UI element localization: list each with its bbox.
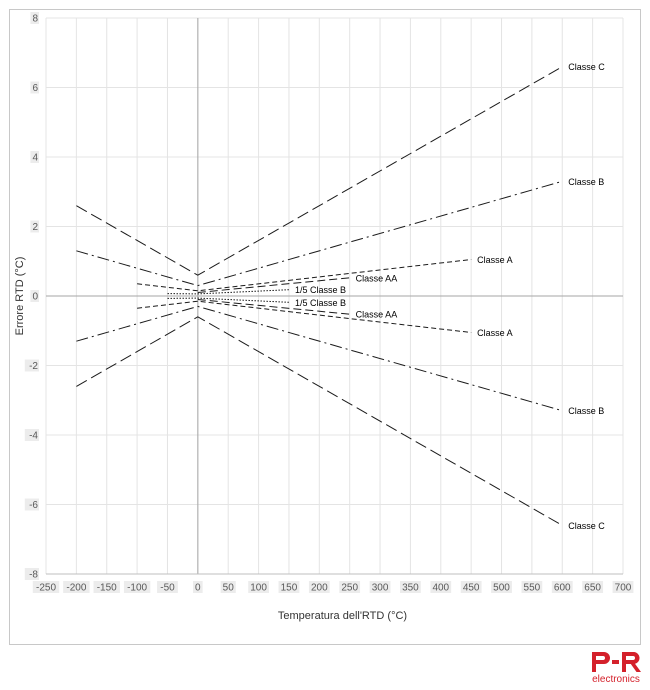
x-tick-label-bg: [521, 581, 543, 593]
x-tick-label: 150: [281, 583, 298, 594]
y-tick-label: -6: [29, 500, 38, 511]
x-tick-label-bg: [93, 581, 120, 593]
y-tick-label-bg: [24, 568, 39, 580]
y-tick-label: -2: [29, 361, 38, 372]
series-line-1-5-classe-b: [167, 289, 289, 295]
series-line-classe-a: [137, 300, 472, 333]
x-tick-label-bg: [491, 581, 512, 593]
series-line-classe-a: [137, 259, 472, 292]
x-tick-label: 300: [372, 583, 389, 594]
x-tick-label: 500: [493, 583, 510, 594]
x-tick-label: 350: [402, 583, 419, 594]
x-tick-label-bg: [369, 581, 391, 593]
y-tick-label-bg: [30, 81, 39, 94]
y-tick-label: 6: [32, 83, 38, 94]
series-line-classe-aa: [197, 299, 350, 315]
series-label-classe-aa: Classe AA: [356, 310, 398, 320]
x-tick-label: -150: [97, 583, 117, 594]
y-tick-label: 2: [32, 222, 38, 233]
series-label-1-5-classe-b: 1/5 Classe B: [295, 285, 346, 295]
series-label-classe-c: Classe C: [568, 62, 605, 72]
x-axis-title: Temperatura dell'RTD (°C): [278, 610, 407, 622]
x-tick-label-bg: [248, 581, 269, 593]
x-tick-label: -100: [127, 583, 147, 594]
x-tick-label-bg: [278, 581, 300, 593]
y-tick-label-bg: [24, 498, 39, 511]
x-tick-label: 0: [195, 583, 201, 594]
x-tick-label-bg: [551, 581, 573, 593]
series-line-classe-c: [76, 66, 563, 276]
x-tick-label: 50: [223, 583, 235, 594]
x-tick-label: 550: [524, 583, 541, 594]
x-tick-label-bg: [612, 581, 634, 593]
series-line-classe-c: [76, 316, 563, 526]
pr-logo-icon: [592, 652, 641, 672]
x-tick-label: 450: [463, 583, 480, 594]
y-tick-label: 0: [32, 292, 38, 303]
x-tick-label: 100: [250, 583, 267, 594]
y-tick-label: 8: [32, 14, 38, 25]
x-tick-label-bg: [582, 581, 604, 593]
x-tick-label: -50: [160, 583, 175, 594]
x-tick-label-bg: [460, 581, 482, 593]
x-tick-label: 600: [554, 583, 571, 594]
series-line-classe-aa: [197, 277, 350, 293]
y-tick-label: -4: [29, 431, 38, 442]
x-tick-label: -250: [36, 583, 56, 594]
x-tick-label: 400: [432, 583, 449, 594]
x-tick-label-bg: [339, 581, 361, 593]
y-tick-label-bg: [24, 429, 39, 441]
pr-electronics-logo: electronics: [588, 650, 644, 688]
x-tick-label: 250: [341, 583, 358, 594]
y-tick-label-bg: [24, 359, 39, 372]
series-label-classe-aa: Classe AA: [356, 273, 398, 283]
series-label-1-5-classe-b: 1/5 Classe B: [295, 298, 346, 308]
y-tick-label-bg: [30, 12, 39, 24]
y-tick-label-bg: [30, 290, 39, 302]
x-tick-label: 650: [584, 583, 601, 594]
series-label-classe-a: Classe A: [477, 255, 513, 265]
y-tick-label: 4: [32, 153, 38, 164]
series-label-classe-c: Classe C: [568, 521, 605, 531]
y-tick-label-bg: [30, 151, 39, 163]
x-tick-label-bg: [157, 581, 178, 593]
logo-text: electronics: [592, 674, 640, 685]
chart-frame: -250 -200 -150 -100 -50 0 50 100 150 200 250 300 350…: [9, 9, 641, 645]
x-tick-label-bg: [193, 581, 203, 593]
x-tick-label: 200: [311, 583, 328, 594]
series-line-classe-b: [76, 180, 563, 287]
x-tick-label: -200: [66, 583, 86, 594]
x-tick-label: 700: [615, 583, 632, 594]
series-line-1-5-classe-b: [167, 297, 289, 303]
x-tick-label-bg: [220, 581, 236, 593]
series-label-classe-a: Classe A: [477, 328, 513, 338]
series-label-classe-b: Classe B: [568, 177, 604, 187]
x-tick-label-bg: [308, 581, 330, 593]
y-axis-title: Errore RTD (°C): [14, 257, 26, 336]
series-line-classe-b: [76, 305, 563, 412]
x-tick-label-bg: [430, 581, 452, 593]
x-tick-label-bg: [400, 581, 421, 593]
x-tick-label-bg: [123, 581, 151, 593]
series-label-classe-b: Classe B: [568, 406, 604, 416]
y-tick-label-bg: [30, 220, 39, 233]
x-tick-label-bg: [63, 581, 90, 593]
chart-svg: -250 -200 -150 -100 -50 0 50 100 150 200 250 300 350…: [14, 12, 634, 622]
x-tick-label-bg: [32, 581, 60, 593]
y-tick-label: -8: [29, 570, 38, 581]
